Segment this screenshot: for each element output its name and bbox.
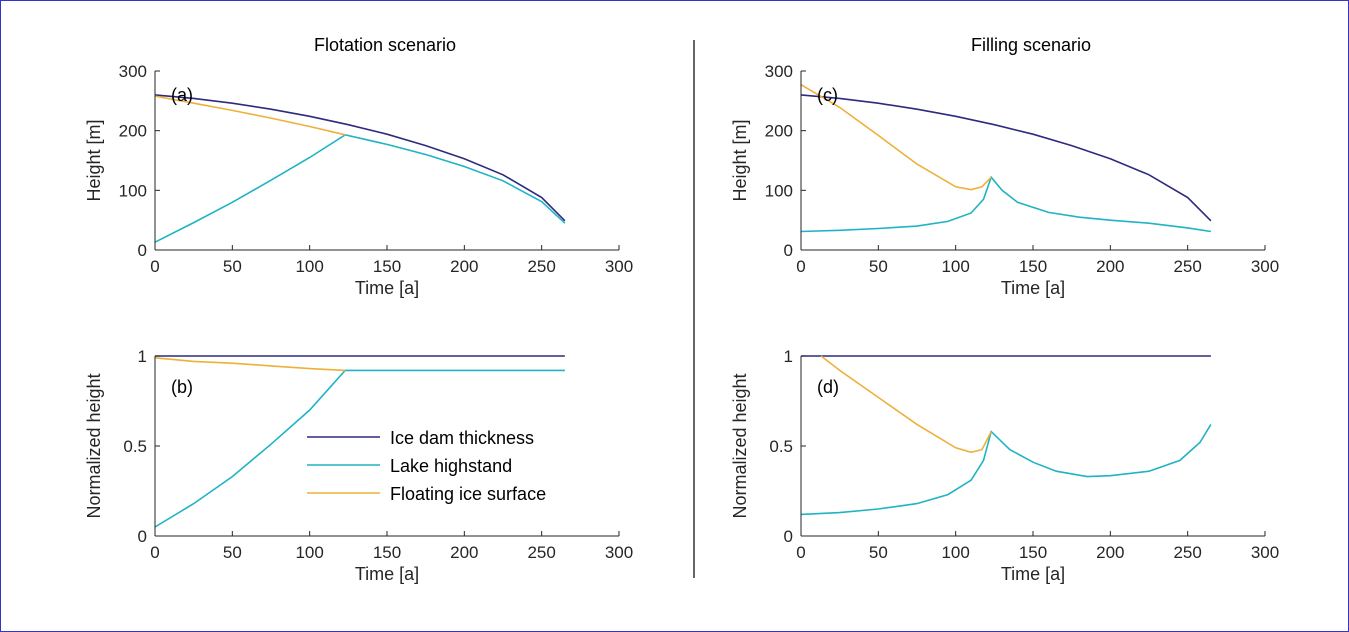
y-tick-label: 0 [784,241,793,260]
y-tick-label: 300 [119,62,147,81]
panel-label: (b) [171,377,193,397]
x-tick-label: 200 [450,543,478,562]
x-tick-label: 300 [605,257,633,276]
title-filling: Filling scenario [971,35,1091,55]
x-tick-label: 50 [223,543,242,562]
x-tick-label: 0 [796,257,805,276]
y-tick-label: 100 [119,181,147,200]
panel-label: (c) [817,85,838,105]
series-line-ice-dam [800,94,1212,222]
legend-label-floating: Floating ice surface [390,484,546,504]
panel-d: 0 50 100 150 200 250 300 0 0.5 1 Time [a] Normalize… [730,347,1279,584]
y-tick-label: 0 [138,241,147,260]
y-axis-label: Height [m] [84,119,104,201]
x-tick-label: 300 [1251,543,1279,562]
series-line-lake [800,423,1212,516]
y-tick-label: 1 [138,347,147,366]
x-tick-label: 100 [295,543,323,562]
y-tick-label: 0 [138,527,147,546]
y-axis-label: Normalized height [730,373,750,518]
x-axis-label: Time [a] [1001,278,1065,298]
title-flotation: Flotation scenario [314,35,456,55]
legend: Ice dam thickness Lake highstand Floatin… [307,428,546,504]
x-tick-label: 50 [223,257,242,276]
series-line-lake [154,133,566,243]
x-tick-label: 0 [150,257,159,276]
x-tick-label: 150 [1019,257,1047,276]
x-tick-label: 0 [150,543,159,562]
panel-c: 0 50 100 150 200 250 300 0 100 200 300 Time [a] Heig… [730,62,1279,298]
x-tick-label: 100 [295,257,323,276]
series-line-floating [154,357,346,372]
x-tick-label: 250 [527,257,555,276]
series-line-lake [800,175,1212,233]
series-line-floating [820,355,992,454]
y-tick-label: 0.5 [123,437,147,456]
legend-label-ice-dam: Ice dam thickness [390,428,534,448]
x-axis-label: Time [a] [1001,564,1065,584]
x-tick-label: 200 [1096,543,1124,562]
x-tick-label: 150 [373,543,401,562]
x-axis-label: Time [a] [355,278,419,298]
panel-a: 0 50 100 150 200 250 300 0 100 200 300 Time [a] Heig… [84,62,633,298]
x-tick-label: 50 [869,257,888,276]
x-axis-label: Time [a] [355,564,419,584]
y-axis-label: Normalized height [84,373,104,518]
y-tick-label: 0 [784,527,793,546]
y-tick-label: 200 [119,122,147,141]
x-tick-label: 100 [941,257,969,276]
x-tick-label: 0 [796,543,805,562]
x-tick-label: 300 [1251,257,1279,276]
series-line-ice-dam [154,94,566,222]
series-line-floating [800,84,992,191]
y-tick-label: 300 [765,62,793,81]
x-tick-label: 50 [869,543,888,562]
x-tick-label: 150 [373,257,401,276]
x-tick-label: 150 [1019,543,1047,562]
x-tick-label: 250 [527,543,555,562]
x-tick-label: 250 [1173,257,1201,276]
y-tick-label: 100 [765,181,793,200]
x-tick-label: 250 [1173,543,1201,562]
panel-b: 0 50 100 150 200 250 300 0 0.5 1 Time [a] Normalize… [84,347,633,584]
y-tick-label: 1 [784,347,793,366]
y-tick-label: 0.5 [769,437,793,456]
y-tick-label: 200 [765,122,793,141]
legend-label-lake: Lake highstand [390,456,512,476]
x-tick-label: 200 [450,257,478,276]
panel-label: (d) [817,377,839,397]
y-axis-label: Height [m] [730,119,750,201]
x-tick-label: 100 [941,543,969,562]
x-tick-label: 200 [1096,257,1124,276]
series-line-floating [154,95,346,136]
panel-label: (a) [171,85,193,105]
x-tick-label: 300 [605,543,633,562]
